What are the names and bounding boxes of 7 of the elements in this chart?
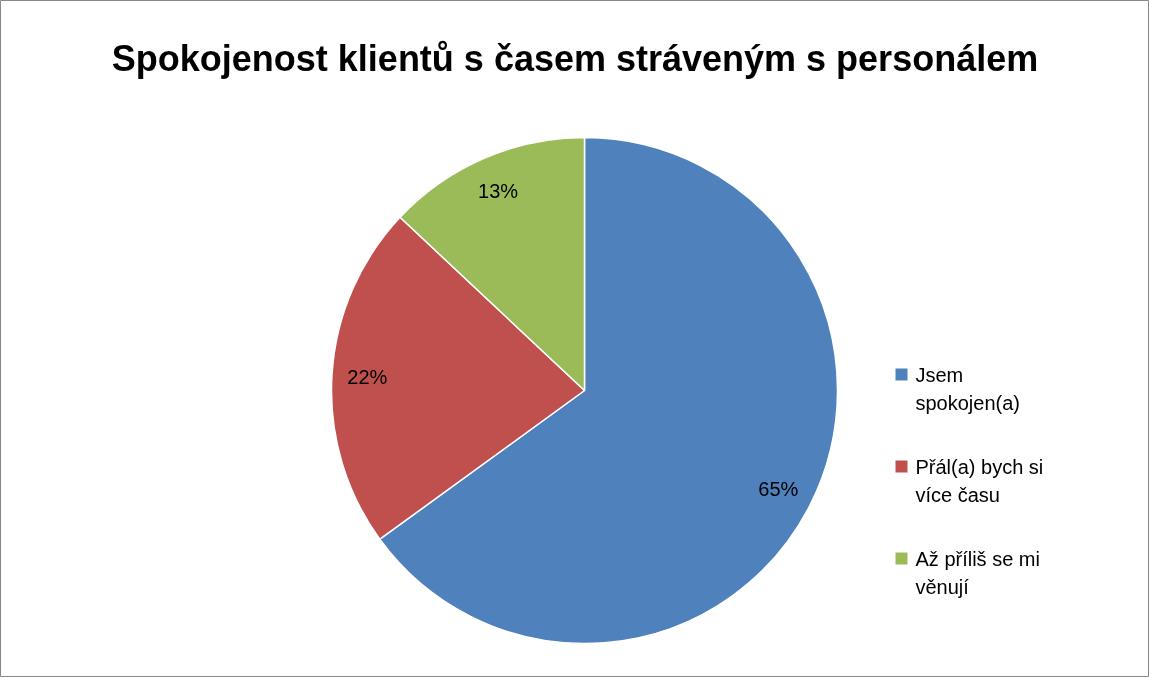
legend-label: Až příliš se mi věnují — [915, 547, 1040, 598]
data-label: 65% — [758, 478, 799, 501]
legend-label: Jsem spokojen(a) — [915, 363, 1021, 414]
legend-label: Přál(a) bych si více času — [915, 455, 1044, 506]
data-label: 13% — [478, 179, 519, 202]
data-label: 22% — [347, 365, 388, 388]
chart-title: Spokojenost klientů s časem stráveným s personálem — [111, 38, 1039, 79]
